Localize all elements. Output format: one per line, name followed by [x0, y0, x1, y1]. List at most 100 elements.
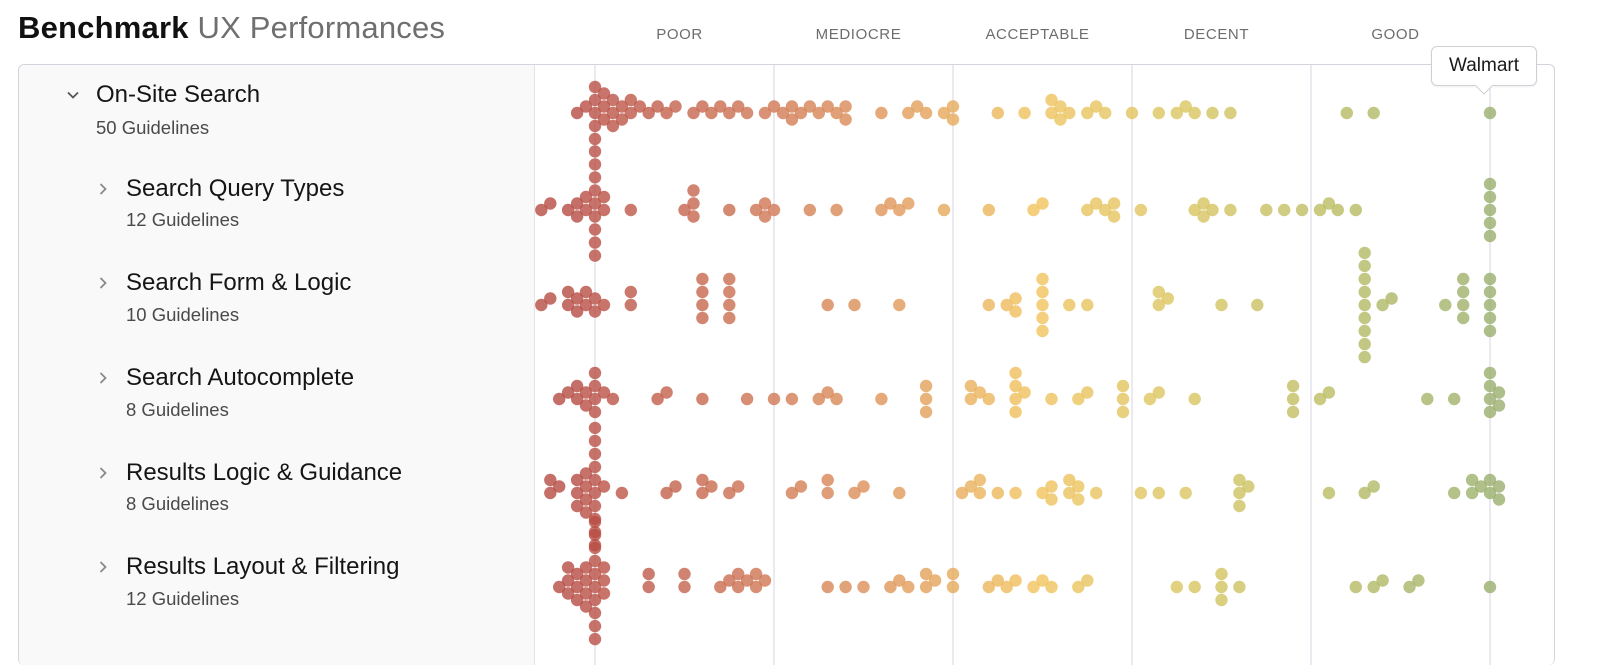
score-dot[interactable]: [570, 210, 584, 223]
score-dot[interactable]: [588, 392, 602, 406]
score-dot[interactable]: [579, 480, 593, 493]
score-dot[interactable]: [740, 392, 754, 406]
score-dot[interactable]: [606, 93, 620, 107]
score-dot[interactable]: [1009, 305, 1022, 318]
score-dot[interactable]: [660, 106, 673, 120]
score-dot[interactable]: [642, 580, 655, 594]
score-dot[interactable]: [982, 392, 995, 406]
score-dot[interactable]: [982, 580, 995, 594]
score-dot[interactable]: [1215, 593, 1228, 607]
score-dot[interactable]: [642, 106, 655, 120]
score-dot[interactable]: [1009, 379, 1022, 393]
score-dot[interactable]: [1099, 106, 1112, 120]
score-dot[interactable]: [1448, 486, 1461, 500]
score-dot[interactable]: [821, 580, 834, 594]
score-dot[interactable]: [1483, 285, 1497, 299]
score-dot[interactable]: [839, 100, 852, 113]
score-dot[interactable]: [821, 298, 834, 312]
score-dot[interactable]: [579, 100, 593, 113]
score-dot[interactable]: [588, 158, 602, 171]
score-dot[interactable]: [857, 480, 870, 493]
score-dot[interactable]: [1018, 106, 1031, 120]
score-dot[interactable]: [919, 379, 933, 393]
score-dot[interactable]: [1036, 311, 1049, 325]
score-dot[interactable]: [991, 574, 1004, 587]
score-dot[interactable]: [1116, 405, 1130, 419]
score-dot[interactable]: [723, 311, 736, 325]
score-dot[interactable]: [1483, 203, 1497, 217]
score-dot[interactable]: [597, 480, 611, 493]
score-dot[interactable]: [624, 285, 637, 299]
score-dot[interactable]: [767, 100, 781, 113]
score-dot[interactable]: [570, 473, 584, 487]
score-dot[interactable]: [624, 203, 637, 217]
score-dot[interactable]: [893, 574, 906, 587]
score-dot[interactable]: [696, 311, 709, 325]
score-dot[interactable]: [1090, 197, 1103, 210]
score-dot[interactable]: [919, 405, 933, 419]
score-dot[interactable]: [597, 574, 611, 587]
score-dot[interactable]: [669, 100, 682, 113]
score-dot[interactable]: [678, 580, 691, 594]
score-dot[interactable]: [1081, 298, 1094, 312]
score-dot[interactable]: [1188, 580, 1201, 594]
score-dot[interactable]: [615, 100, 629, 113]
score-dot[interactable]: [1483, 580, 1497, 594]
score-dot[interactable]: [588, 184, 602, 197]
score-dot[interactable]: [1457, 311, 1470, 325]
score-dot[interactable]: [1036, 574, 1049, 587]
score-dot[interactable]: [794, 480, 808, 493]
score-dot[interactable]: [723, 203, 736, 217]
score-dot[interactable]: [588, 249, 602, 262]
score-dot[interactable]: [1072, 580, 1085, 594]
score-dot[interactable]: [606, 119, 620, 133]
score-dot[interactable]: [579, 506, 593, 519]
score-dot[interactable]: [714, 100, 727, 113]
chevron-right-icon[interactable]: [95, 181, 113, 199]
score-dot[interactable]: [919, 106, 933, 120]
score-dot[interactable]: [1286, 405, 1300, 419]
score-dot[interactable]: [597, 100, 611, 113]
score-dot[interactable]: [1188, 106, 1201, 120]
score-dot[interactable]: [696, 285, 709, 299]
score-dot[interactable]: [1358, 324, 1371, 338]
score-dot[interactable]: [1206, 203, 1219, 217]
score-dot[interactable]: [588, 619, 602, 633]
score-dot[interactable]: [964, 392, 978, 406]
score-dot[interactable]: [588, 499, 602, 513]
score-dot[interactable]: [1483, 272, 1497, 286]
score-dot[interactable]: [597, 587, 611, 600]
score-dot[interactable]: [588, 606, 602, 620]
score-dot[interactable]: [955, 486, 969, 500]
score-dot[interactable]: [579, 587, 593, 600]
score-dot[interactable]: [732, 580, 745, 594]
score-dot[interactable]: [830, 392, 843, 406]
score-dot[interactable]: [588, 197, 602, 210]
score-dot[interactable]: [588, 460, 602, 474]
score-dot[interactable]: [588, 421, 602, 435]
score-dot[interactable]: [875, 106, 888, 120]
score-dot[interactable]: [1358, 259, 1371, 273]
score-dot[interactable]: [588, 119, 602, 133]
score-dot[interactable]: [1197, 210, 1210, 223]
score-dot[interactable]: [1492, 493, 1506, 506]
score-dot[interactable]: [875, 392, 888, 406]
score-dot[interactable]: [1090, 100, 1103, 113]
score-dot[interactable]: [839, 113, 852, 126]
score-dot[interactable]: [561, 203, 575, 217]
score-dot[interactable]: [1009, 405, 1022, 419]
score-dot[interactable]: [1448, 392, 1461, 406]
score-dot[interactable]: [1278, 203, 1291, 217]
score-dot[interactable]: [1224, 106, 1237, 120]
score-dot[interactable]: [1045, 106, 1058, 120]
score-dot[interactable]: [579, 574, 593, 587]
score-dot[interactable]: [544, 486, 557, 500]
score-dot[interactable]: [1251, 298, 1264, 312]
score-dot[interactable]: [1313, 392, 1327, 406]
score-dot[interactable]: [732, 567, 745, 581]
score-dot[interactable]: [1027, 203, 1040, 217]
score-dot[interactable]: [1233, 499, 1246, 513]
score-dot[interactable]: [1072, 392, 1085, 406]
score-dot[interactable]: [830, 203, 843, 217]
score-dot[interactable]: [1340, 106, 1354, 120]
